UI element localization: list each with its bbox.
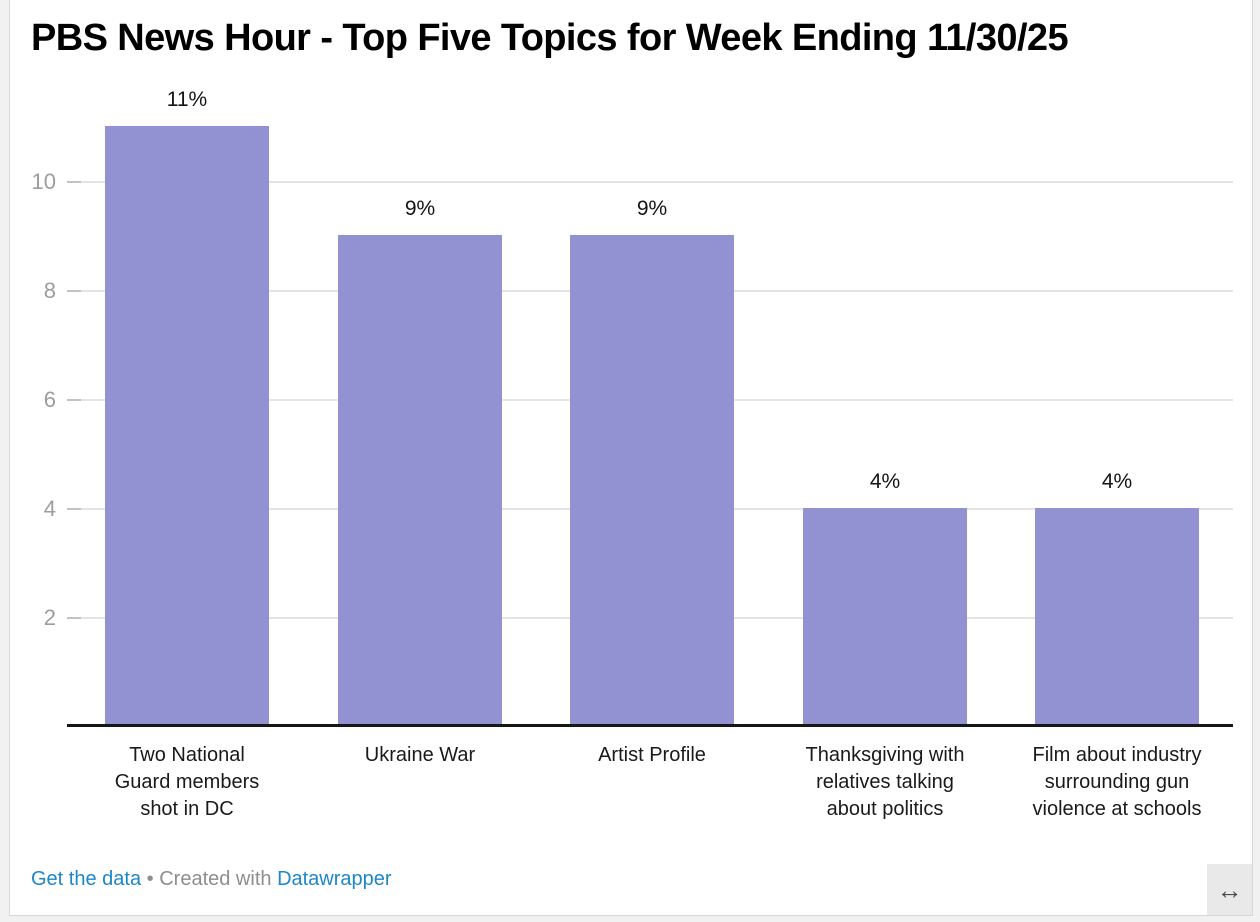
bar-chart-plot: 2 4 6 8 10 11% Two National Guard members shot i… [10, 0, 1253, 916]
y-axis-tick-label: 4 [43, 496, 56, 521]
bar [1035, 508, 1199, 726]
y-axis-tick-mark [67, 290, 81, 292]
bar-value-label: 9% [636, 197, 668, 220]
bar-value-label: 9% [404, 197, 436, 220]
bar-value-label: 4% [1101, 470, 1133, 493]
bar [803, 508, 967, 726]
bar-value-label: 4% [869, 470, 901, 493]
y-axis-tick-label: 6 [43, 387, 56, 412]
category-label-line: violence at schools [1032, 798, 1202, 820]
y-axis-tick-label: 8 [43, 278, 56, 303]
bar [105, 126, 269, 726]
y-axis-tick-label: 10 [31, 169, 56, 194]
category-label-line: surrounding gun [1044, 771, 1190, 793]
datawrapper-link[interactable]: Datawrapper [277, 868, 392, 890]
y-axis-tick-label: 2 [43, 605, 56, 630]
chart-title: PBS News Hour - Top Five Topics for Week… [31, 17, 1069, 59]
category-label-line: Artist Profile [598, 744, 706, 766]
category-label-line: relatives talking [816, 771, 954, 793]
bar [570, 235, 734, 726]
bar [338, 235, 502, 726]
bar-value-label: 11% [166, 88, 208, 111]
category-label: Ukraine War [300, 742, 540, 769]
footer-separator: • [146, 868, 154, 890]
category-label: Artist Profile [532, 742, 772, 769]
y-axis-tick-mark [67, 181, 81, 183]
resize-arrow-icon: ↔ [1216, 874, 1243, 905]
category-label: Thanksgiving with relatives talking about … [765, 742, 1005, 823]
category-label-line: Film about industry [1032, 744, 1202, 766]
chart-footer: Get the data • Created with Datawrapper [31, 868, 392, 891]
resize-button[interactable]: ↔ [1207, 864, 1252, 915]
footer-created-with-text: Created with [159, 868, 272, 890]
get-the-data-link[interactable]: Get the data [31, 868, 142, 890]
y-axis-tick-mark [67, 399, 81, 401]
gridline [67, 181, 1233, 183]
x-axis-baseline [67, 724, 1233, 727]
y-axis-tick-mark [67, 508, 81, 510]
category-label-line: Two National [129, 744, 245, 766]
category-label-line: shot in DC [140, 798, 234, 820]
category-label: Two National Guard members shot in DC [67, 742, 307, 823]
category-label-line: Ukraine War [364, 744, 476, 766]
chart-frame: PBS News Hour - Top Five Topics for Week… [9, 0, 1253, 916]
y-axis-tick-mark [67, 617, 81, 619]
category-label-line: about politics [826, 798, 944, 820]
category-label-line: Guard members [114, 771, 260, 793]
category-label-line: Thanksgiving with [805, 744, 965, 766]
category-label: Film about industry surrounding gun violen… [997, 742, 1237, 823]
